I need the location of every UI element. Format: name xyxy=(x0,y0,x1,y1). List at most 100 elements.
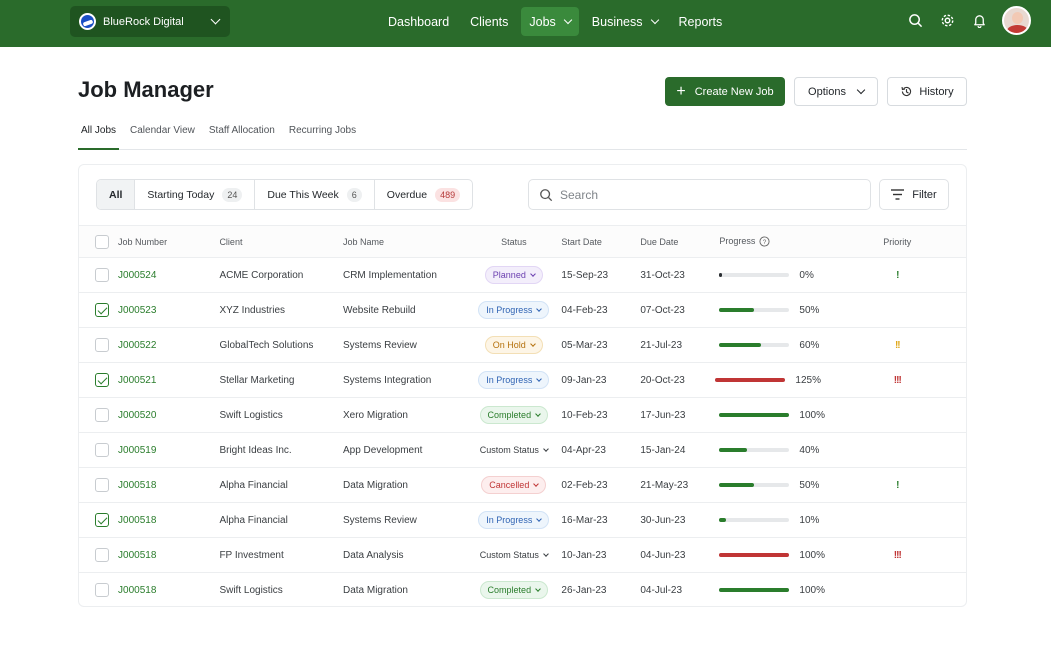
table-row[interactable]: J000518 FP Investment Data Analysis Custom … xyxy=(79,537,966,573)
job-number-link[interactable]: J000519 xyxy=(118,444,157,456)
row-checkbox[interactable] xyxy=(95,373,109,387)
progress-indicator: 100% xyxy=(719,585,846,596)
tab-staff-allocation[interactable]: Staff Allocation xyxy=(208,125,275,136)
nav-item-clients[interactable]: Clients xyxy=(462,7,516,36)
progress-percent: 50% xyxy=(799,479,820,491)
filter-button[interactable]: Filter xyxy=(879,179,949,210)
tab-all-jobs[interactable]: All Jobs xyxy=(78,125,120,150)
column-header-priority[interactable]: Priority xyxy=(846,225,966,258)
search-box[interactable] xyxy=(528,179,871,210)
status-dropdown[interactable]: Custom Status xyxy=(471,546,556,564)
nav-item-reports[interactable]: Reports xyxy=(671,7,731,36)
filter-label: Filter xyxy=(912,188,937,201)
column-header-progress[interactable]: Progress? xyxy=(719,225,847,258)
table-row[interactable]: J000519 Bright Ideas Inc. App Development C… xyxy=(79,432,966,468)
status-dropdown[interactable]: Planned xyxy=(484,266,543,284)
table-row[interactable]: J000518 Alpha Financial Systems Review In P… xyxy=(79,502,966,538)
select-all-checkbox[interactable] xyxy=(95,234,109,249)
due-date-cell: 04-Jul-23 xyxy=(640,584,683,596)
info-icon[interactable]: ? xyxy=(755,236,770,247)
tab-recurring-jobs[interactable]: Recurring Jobs xyxy=(288,125,357,136)
column-header-label: Due Date xyxy=(640,236,679,247)
job-number-link[interactable]: J000518 xyxy=(118,479,157,491)
job-number-link[interactable]: J000518 xyxy=(118,549,157,561)
status-dropdown[interactable]: On Hold xyxy=(484,336,543,354)
progress-indicator: 0% xyxy=(719,270,846,281)
status-dropdown[interactable]: Cancelled xyxy=(481,476,547,494)
segment-overdue[interactable]: Overdue 489 xyxy=(375,180,472,209)
progress-indicator: 50% xyxy=(719,305,846,316)
org-logo-icon xyxy=(79,13,96,30)
job-number-link[interactable]: J000518 xyxy=(118,514,157,526)
table-row[interactable]: J000521 Stellar Marketing Systems Integrat… xyxy=(79,362,966,398)
column-header-job-number[interactable]: Job Number xyxy=(118,225,220,258)
status-dropdown[interactable]: In Progress xyxy=(478,511,550,529)
bell-icon[interactable] xyxy=(970,12,988,30)
row-checkbox[interactable] xyxy=(95,583,109,598)
history-button[interactable]: History xyxy=(887,77,967,106)
column-header-job-name[interactable]: Job Name xyxy=(342,225,467,258)
job-number-link[interactable]: J000522 xyxy=(118,339,157,351)
org-switcher[interactable]: BlueRock Digital xyxy=(70,6,230,37)
column-header-start-date[interactable]: Start Date xyxy=(561,225,641,258)
progress-cell: 100% xyxy=(719,573,846,608)
row-checkbox[interactable] xyxy=(95,338,109,352)
table-row[interactable]: J000518 Alpha Financial Data Migration Canc… xyxy=(79,467,966,503)
progress-cell: 50% xyxy=(719,467,847,503)
svg-text:?: ? xyxy=(763,239,767,246)
column-header-due-date[interactable]: Due Date xyxy=(640,225,720,258)
history-icon xyxy=(901,86,912,97)
segment-label: Starting Today xyxy=(147,188,215,201)
user-avatar[interactable] xyxy=(1002,6,1031,35)
row-checkbox[interactable] xyxy=(95,478,109,492)
chevron-down-icon xyxy=(210,14,221,25)
job-name-cell: Systems Review xyxy=(342,502,467,538)
table-row[interactable]: J000524 ACME Corporation CRM Implementatio… xyxy=(79,257,966,293)
search-icon[interactable] xyxy=(906,12,924,30)
job-number-link[interactable]: J000521 xyxy=(118,374,157,386)
progress-cell: 10% xyxy=(719,502,847,538)
create-new-job-button[interactable]: + Create New Job xyxy=(665,77,785,106)
job-number-link[interactable]: J000523 xyxy=(118,304,157,316)
job-number-link[interactable]: J000520 xyxy=(118,409,157,421)
table-header-row: Job Number Client Job Name Status Start Date… xyxy=(79,225,966,258)
progress-percent: 100% xyxy=(799,549,825,561)
row-checkbox[interactable] xyxy=(95,268,109,282)
segment-starting-today[interactable]: Starting Today 24 xyxy=(135,180,256,209)
job-number-link[interactable]: J000518 xyxy=(118,584,157,596)
segment-count-badge: 6 xyxy=(346,187,362,202)
gear-icon[interactable] xyxy=(938,12,956,30)
nav-item-jobs[interactable]: Jobs xyxy=(521,7,579,36)
status-label: In Progress xyxy=(486,305,533,315)
status-dropdown[interactable]: Completed xyxy=(479,581,549,600)
row-checkbox[interactable] xyxy=(95,408,109,422)
row-checkbox[interactable] xyxy=(95,303,109,317)
nav-item-business[interactable]: Business xyxy=(584,7,666,36)
client-cell: Alpha Financial xyxy=(219,502,343,538)
tab-calendar-view[interactable]: Calendar View xyxy=(130,125,195,136)
status-dropdown[interactable]: Custom Status xyxy=(471,441,556,459)
start-date-cell: 09-Jan-23 xyxy=(561,362,641,398)
segment-due-this-week[interactable]: Due This Week 6 xyxy=(255,180,375,209)
table-row[interactable]: J000523 XYZ Industries Website Rebuild In P… xyxy=(79,292,966,328)
segment-all[interactable]: All xyxy=(97,180,136,209)
status-label: Planned xyxy=(492,270,526,280)
column-header-client[interactable]: Client xyxy=(219,225,343,258)
table-row[interactable]: J000520 Swift Logistics Xero Migration Comp… xyxy=(79,397,966,433)
row-checkbox[interactable] xyxy=(95,548,109,562)
progress-bar xyxy=(719,553,790,557)
status-dropdown[interactable]: In Progress xyxy=(478,371,550,389)
status-dropdown[interactable]: In Progress xyxy=(478,301,550,319)
row-checkbox[interactable] xyxy=(95,513,109,527)
table-row[interactable]: J000518 Swift Logistics Data Migration Comp… xyxy=(79,573,966,608)
search-input[interactable] xyxy=(560,187,840,202)
table-row[interactable]: J000522 GlobalTech Solutions Systems Revie… xyxy=(79,327,966,363)
progress-fill xyxy=(719,343,762,347)
priority-cell xyxy=(846,502,966,538)
nav-item-dashboard[interactable]: Dashboard xyxy=(380,7,457,36)
job-number-link[interactable]: J000524 xyxy=(118,269,157,281)
status-dropdown[interactable]: Completed xyxy=(479,406,549,424)
row-checkbox[interactable] xyxy=(95,443,109,457)
options-button[interactable]: Options xyxy=(794,77,878,106)
column-header-status[interactable]: Status xyxy=(466,225,562,258)
